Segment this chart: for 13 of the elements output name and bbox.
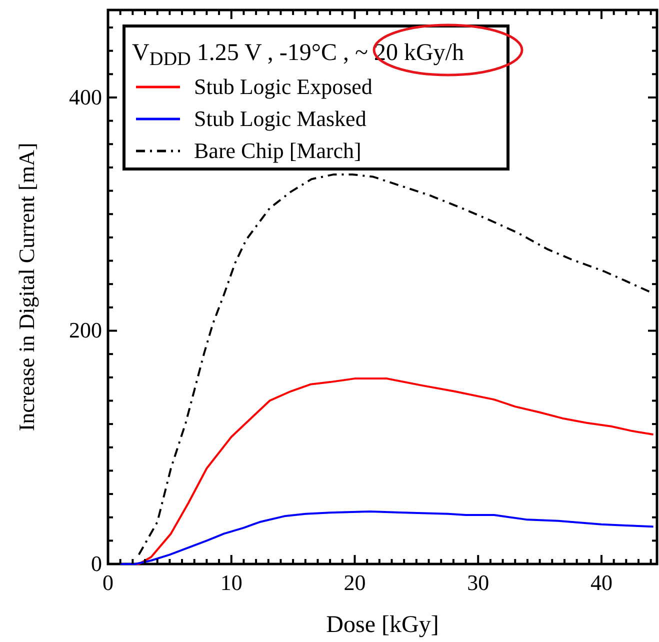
x-axis-title: Dose [kGy] — [326, 612, 439, 638]
x-tick-label: 10 — [220, 570, 242, 595]
legend-label: Bare Chip [March] — [194, 138, 362, 163]
y-axis-title: Increase in Digital Current [mA] — [14, 142, 39, 432]
y-tick-label: 0 — [91, 551, 102, 576]
x-tick-label: 40 — [590, 570, 612, 595]
legend-label: Stub Logic Masked — [194, 106, 366, 131]
x-tick-label: 20 — [344, 570, 366, 595]
x-tick-label: 30 — [467, 570, 490, 595]
y-tick-label: 400 — [69, 84, 102, 110]
legend-label: Stub Logic Exposed — [194, 74, 372, 99]
y-tick-label: 200 — [69, 318, 102, 343]
line-series — [119, 510, 654, 565]
